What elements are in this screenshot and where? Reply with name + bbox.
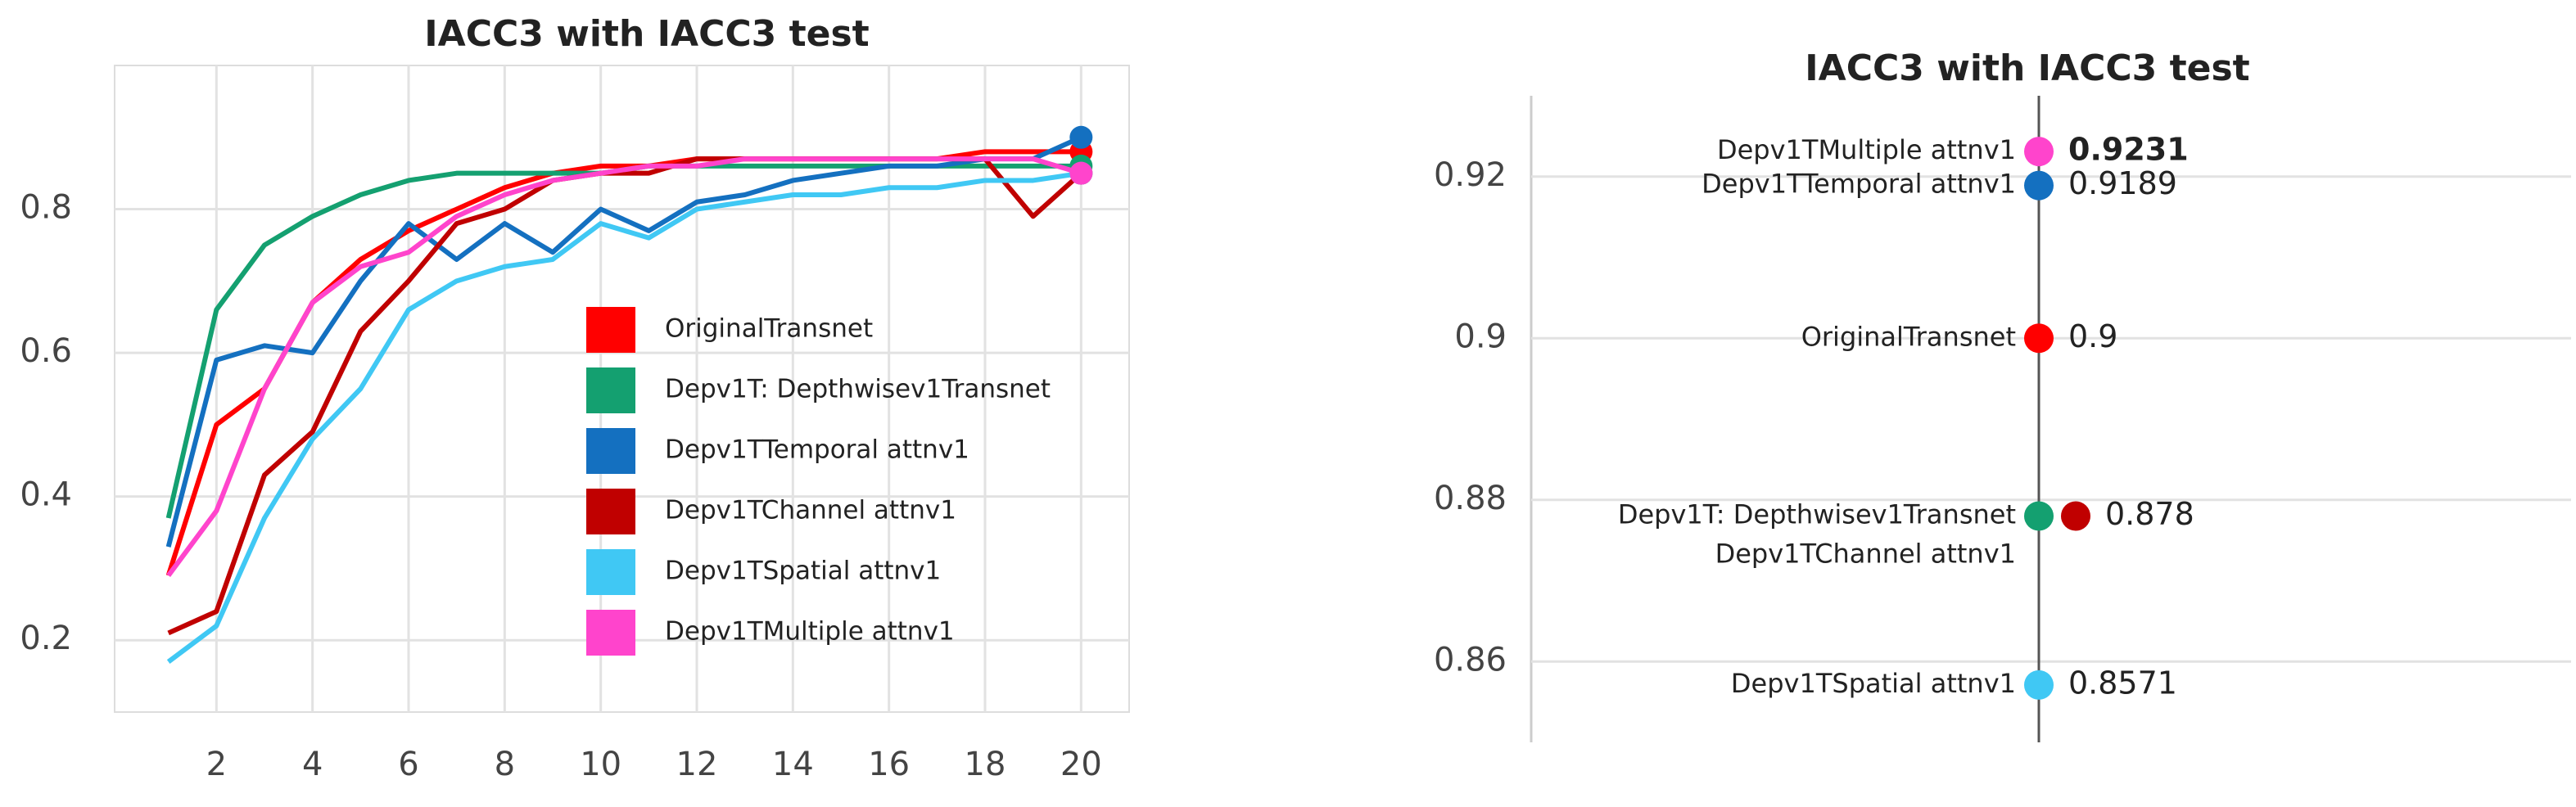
- dot: [2024, 170, 2054, 201]
- legend-swatch: [586, 367, 635, 413]
- point-label: Depv1TChannel attnv1: [1715, 539, 2016, 570]
- point-label: Depv1TTemporal attnv1: [1702, 169, 2016, 200]
- point-label: Depv1T: Depthwisev1Transnet: [1618, 499, 2016, 530]
- y-tick-label: 0.4: [20, 476, 72, 514]
- legend-swatch: [586, 428, 635, 474]
- y-tick-label: 0.6: [20, 332, 72, 370]
- legend-swatch: [586, 610, 635, 656]
- chart-title: IACC3 with IACC3 test: [424, 13, 869, 55]
- dot: [2024, 137, 2054, 167]
- dot: [2024, 501, 2054, 531]
- legend-label: Depv1TMultiple attnv1: [665, 617, 955, 647]
- legend-label: Depv1TChannel attnv1: [665, 496, 956, 525]
- x-tick-label: 10: [580, 746, 621, 783]
- x-tick-label: 2: [206, 746, 227, 783]
- legend-swatch: [586, 489, 635, 534]
- dot: [2024, 323, 2054, 354]
- legend-swatch: [586, 307, 635, 353]
- end-marker: [1069, 161, 1093, 185]
- chart-title: IACC3 with IACC3 test: [1805, 47, 2249, 89]
- plot-area: [114, 65, 1130, 713]
- dot: [2024, 669, 2054, 700]
- x-tick-label: 20: [1060, 746, 1102, 783]
- legend-label: Depv1TTemporal attnv1: [665, 435, 969, 465]
- end-marker: [1069, 125, 1093, 149]
- x-tick-label: 18: [965, 746, 1006, 783]
- series-line: [166, 156, 1082, 578]
- value-label: 0.9231: [2068, 132, 2189, 168]
- point-label: Depv1TSpatial attnv1: [1731, 668, 2016, 699]
- point-label: OriginalTransnet: [1801, 321, 2016, 352]
- value-label: 0.878: [2105, 496, 2194, 532]
- x-tick-label: 16: [868, 746, 910, 783]
- legend-label: Depv1T: Depthwisev1Transnet: [665, 375, 1051, 404]
- x-tick-label: 12: [676, 746, 718, 783]
- x-tick-label: 4: [302, 746, 323, 783]
- y-tick-label: 0.8: [20, 189, 72, 227]
- y-tick-label: 0.86: [1434, 641, 1507, 679]
- x-tick-label: 14: [772, 746, 814, 783]
- legend-label: Depv1TSpatial attnv1: [665, 557, 941, 586]
- legend-swatch: [586, 549, 635, 595]
- value-label: 0.9189: [2068, 165, 2177, 201]
- y-tick-label: 0.2: [20, 620, 72, 657]
- y-tick-label: 0.9: [1454, 318, 1507, 355]
- value-label: 0.9: [2068, 318, 2117, 354]
- point-label: Depv1TMultiple attnv1: [1717, 134, 2016, 165]
- x-tick-label: 8: [495, 746, 515, 783]
- value-label: 0.8571: [2068, 665, 2177, 701]
- x-tick-label: 6: [398, 746, 418, 783]
- series-line: [166, 170, 1082, 664]
- series-line: [165, 135, 1082, 548]
- y-tick-label: 0.88: [1434, 480, 1507, 517]
- dot: [2061, 501, 2090, 531]
- y-tick-label: 0.92: [1434, 156, 1507, 194]
- legend-label: OriginalTransnet: [665, 314, 873, 344]
